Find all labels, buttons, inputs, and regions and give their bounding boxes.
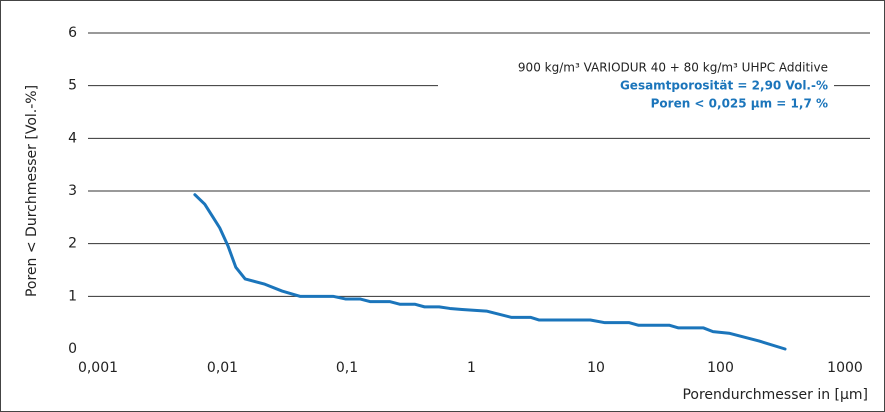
y-axis-label: Poren < Durchmesser [Vol.-%] [24, 85, 40, 297]
y-tick-label: 1 [68, 288, 77, 304]
annotation: Poren < 0,025 µm = 1,7 % [651, 97, 828, 111]
x-tick-label: 0,001 [78, 360, 118, 376]
x-tick-label: 1 [467, 360, 476, 376]
x-tick-label: 100 [707, 360, 734, 376]
x-axis-label: Porendurchmesser in [µm] [682, 387, 868, 403]
y-tick-label: 2 [68, 236, 77, 252]
x-tick-label: 10 [587, 360, 605, 376]
annotation-background [438, 56, 834, 114]
x-tick-label: 1000 [827, 360, 863, 376]
annotation: Gesamtporosität = 2,90 Vol.-% [620, 79, 828, 93]
data-line [193, 193, 787, 351]
y-tick-label: 3 [68, 183, 77, 199]
y-tick-label: 4 [68, 130, 77, 146]
y-tick-label: 6 [68, 25, 77, 41]
x-tick-label: 0,01 [207, 360, 238, 376]
y-tick-label: 5 [68, 78, 77, 94]
annotation: 900 kg/m³ VARIODUR 40 + 80 kg/m³ UHPC Ad… [518, 61, 828, 75]
x-tick-label: 0,1 [336, 360, 358, 376]
y-tick-label: 0 [68, 341, 77, 357]
